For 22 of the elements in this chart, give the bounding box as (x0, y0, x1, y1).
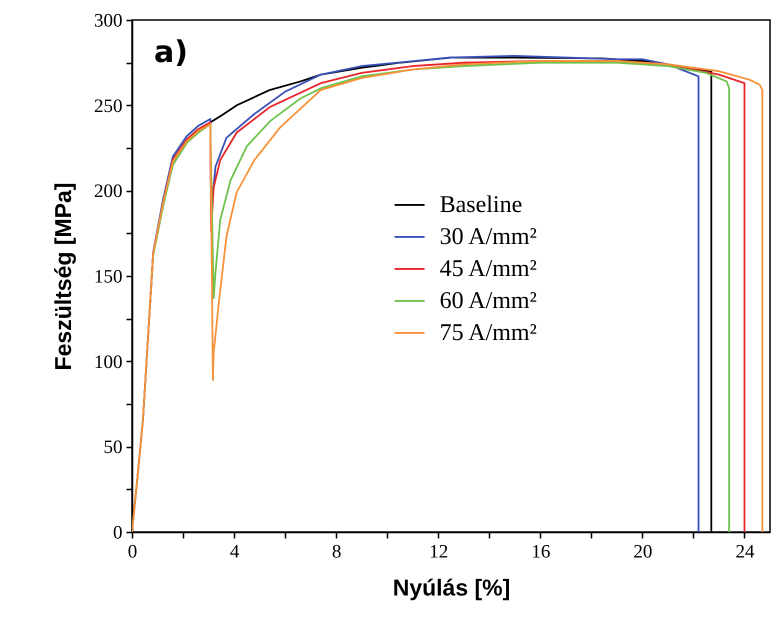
legend-label: 45 A/mm² (440, 256, 537, 282)
y-tick-label: 100 (94, 352, 122, 373)
x-tick-label: 24 (735, 542, 755, 562)
legend-label: Baseline (440, 192, 522, 218)
y-tick-label: 200 (94, 181, 122, 202)
x-tick-label: 20 (633, 542, 652, 562)
x-tick-label: 8 (332, 542, 342, 562)
y-tick-label: 250 (94, 96, 122, 117)
y-tick-label: 150 (94, 266, 122, 288)
y-tick-label: 300 (94, 10, 122, 32)
x-tick-label: 0 (128, 542, 138, 562)
y-tick-label: 0 (113, 522, 122, 544)
legend-label: 60 A/mm² (440, 288, 537, 314)
legend-label: 30 A/mm² (440, 224, 537, 250)
x-tick-label: 12 (429, 542, 448, 562)
y-tick-label: 50 (104, 437, 122, 458)
x-tick-label: 4 (230, 542, 240, 562)
x-tick-label: 16 (531, 542, 550, 562)
legend-label: 75 A/mm² (440, 320, 537, 346)
y-axis-title: Feszültség [MPa] (50, 182, 76, 370)
annotation: a) (154, 35, 188, 70)
x-axis-title: Nyúlás [%] (392, 574, 510, 600)
